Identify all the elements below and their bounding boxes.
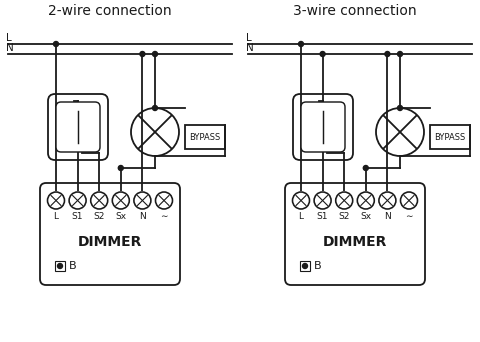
Circle shape [336, 192, 353, 209]
Text: N: N [246, 43, 254, 53]
Text: 3-wire connection: 3-wire connection [293, 4, 417, 18]
Circle shape [58, 263, 62, 268]
Circle shape [69, 192, 86, 209]
Circle shape [302, 263, 308, 268]
Bar [300, 261, 310, 271]
Bar [55, 261, 65, 271]
FancyBboxPatch shape [293, 94, 353, 160]
Circle shape [292, 192, 310, 209]
Bar [430, 125, 470, 149]
Circle shape [53, 41, 59, 47]
Circle shape [357, 192, 374, 209]
Text: L: L [246, 33, 252, 43]
Bar [399, 191, 419, 210]
Bar [68, 191, 87, 210]
Circle shape [376, 108, 424, 156]
Circle shape [400, 192, 418, 209]
Text: S2: S2 [338, 212, 350, 221]
FancyBboxPatch shape [301, 102, 345, 152]
Text: DIMMER: DIMMER [78, 235, 142, 249]
FancyBboxPatch shape [40, 183, 180, 285]
Text: Sx: Sx [360, 212, 372, 221]
Text: S2: S2 [94, 212, 105, 221]
Text: Sx: Sx [115, 212, 126, 221]
Text: ∼: ∼ [405, 212, 413, 221]
Circle shape [320, 52, 325, 56]
Text: 2-wire connection: 2-wire connection [48, 4, 172, 18]
Text: L: L [299, 212, 303, 221]
Circle shape [385, 52, 390, 56]
FancyBboxPatch shape [56, 102, 100, 152]
Circle shape [118, 166, 123, 171]
Text: B: B [69, 261, 77, 271]
Text: BYPASS: BYPASS [434, 132, 466, 142]
Bar [133, 191, 152, 210]
Bar [185, 125, 225, 149]
Bar [291, 191, 311, 210]
Circle shape [140, 52, 145, 56]
Circle shape [299, 41, 303, 47]
Bar [313, 191, 332, 210]
Text: N: N [384, 212, 391, 221]
Text: S1: S1 [317, 212, 328, 221]
Circle shape [156, 192, 172, 209]
Text: L: L [6, 33, 12, 43]
Text: DIMMER: DIMMER [323, 235, 387, 249]
Circle shape [397, 105, 403, 110]
Circle shape [379, 192, 396, 209]
Text: ∼: ∼ [160, 212, 168, 221]
Bar [155, 191, 173, 210]
Text: N: N [139, 212, 146, 221]
Text: S1: S1 [72, 212, 84, 221]
Circle shape [314, 192, 331, 209]
FancyBboxPatch shape [48, 94, 108, 160]
Text: B: B [314, 261, 322, 271]
Text: BYPASS: BYPASS [190, 132, 221, 142]
Circle shape [363, 166, 368, 171]
Bar [356, 191, 375, 210]
Circle shape [153, 105, 157, 110]
Circle shape [112, 192, 129, 209]
Text: L: L [53, 212, 59, 221]
Circle shape [153, 52, 157, 56]
Circle shape [91, 192, 108, 209]
Bar [47, 191, 65, 210]
Circle shape [48, 192, 64, 209]
Circle shape [131, 108, 179, 156]
Circle shape [397, 52, 403, 56]
Text: N: N [6, 43, 14, 53]
Bar [335, 191, 354, 210]
Bar [111, 191, 130, 210]
Bar [90, 191, 108, 210]
Bar [378, 191, 397, 210]
FancyBboxPatch shape [285, 183, 425, 285]
Circle shape [134, 192, 151, 209]
